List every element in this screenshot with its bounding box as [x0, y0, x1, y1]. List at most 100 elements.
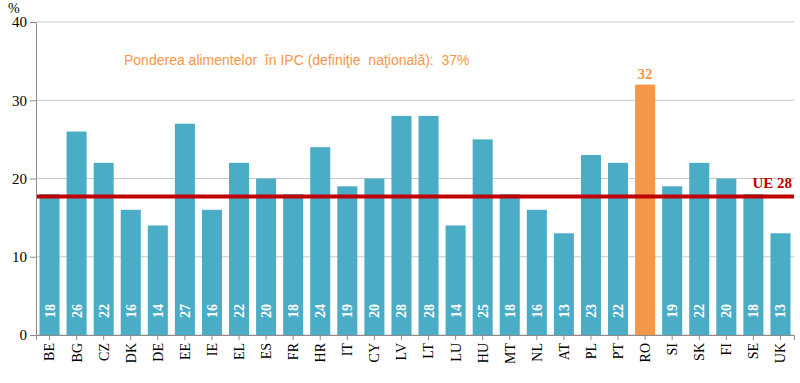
- x-tick-mark: [428, 335, 429, 340]
- x-tick-mark: [563, 335, 564, 340]
- x-axis: BEBGCZDKDEEEIEELESFRHRITCYLVLTLUHUMTNLAT…: [37, 335, 795, 364]
- data-label: 25: [476, 304, 491, 318]
- x-tick: CZ: [97, 335, 112, 361]
- data-label: 23: [584, 304, 599, 318]
- data-label: 22: [611, 304, 626, 318]
- grid-line: [36, 178, 794, 179]
- x-tick-mark: [293, 335, 294, 340]
- x-tick-label: IT: [340, 343, 355, 357]
- data-label: 18: [503, 304, 518, 318]
- x-tick-label: NL: [530, 343, 545, 362]
- data-label: 19: [665, 304, 680, 318]
- x-tick-label: BE: [42, 343, 57, 361]
- bar: [337, 186, 357, 335]
- x-tick-mark: [374, 335, 375, 340]
- x-tick-label: ES: [259, 343, 274, 359]
- x-axis-line: [37, 336, 795, 341]
- x-tick: EE: [178, 335, 193, 360]
- data-label: 22: [692, 304, 707, 318]
- x-tick-mark: [103, 335, 104, 340]
- x-tick-label: CZ: [97, 343, 112, 361]
- x-tick-mark: [157, 335, 158, 340]
- x-tick-mark: [618, 335, 619, 340]
- reference-line: [36, 194, 794, 198]
- x-tick-label: SK: [692, 343, 707, 361]
- reference-label: UE 28: [752, 175, 792, 191]
- x-tick-mark: [645, 335, 646, 340]
- y-tick: 20: [12, 171, 36, 187]
- x-tick-label: EE: [178, 343, 193, 360]
- data-label: 14: [449, 304, 464, 318]
- x-tick-label: MT: [503, 343, 518, 364]
- y-tick-mark: [30, 100, 36, 101]
- y-tick-mark: [30, 257, 36, 258]
- x-tick-label: AT: [557, 343, 572, 361]
- x-tick-mark: [211, 335, 212, 340]
- x-tick: HU: [476, 335, 491, 363]
- x-tick: LT: [421, 335, 436, 359]
- grid-line: [36, 22, 794, 23]
- x-tick-label: PL: [584, 343, 599, 359]
- x-tick: PL: [584, 335, 599, 359]
- data-label: 19: [340, 304, 355, 318]
- y-axis: 010203040: [12, 14, 37, 343]
- y-tick: 10: [12, 249, 36, 265]
- data-label: 24: [313, 304, 328, 318]
- data-label: 18: [286, 304, 301, 318]
- data-label: 28: [394, 304, 409, 318]
- x-tick: FR: [286, 335, 301, 360]
- y-axis-title: %: [8, 1, 20, 16]
- x-tick-mark: [753, 335, 754, 340]
- data-label: 20: [367, 304, 382, 318]
- x-tick-mark: [726, 335, 727, 340]
- x-tick: DK: [124, 335, 139, 363]
- bar: [581, 155, 601, 335]
- x-tick-mark: [455, 335, 456, 340]
- plot: UE 2818262216142716222018241920282814251…: [12, 14, 795, 364]
- bar: [554, 233, 574, 335]
- x-tick-label: LV: [394, 343, 409, 360]
- data-label: 16: [124, 304, 139, 318]
- x-tick-label: FR: [286, 342, 301, 360]
- x-tick: CY: [367, 335, 382, 362]
- x-tick-mark: [780, 335, 781, 340]
- x-tick: IT: [340, 335, 355, 356]
- x-tick: PT: [611, 335, 626, 359]
- x-tick: FI: [719, 335, 734, 355]
- x-tick: SK: [692, 335, 707, 361]
- data-label: 16: [205, 304, 220, 318]
- data-label: 32: [638, 66, 653, 82]
- x-tick-label: CY: [367, 343, 382, 362]
- x-tick-mark: [699, 335, 700, 340]
- data-label: 13: [773, 304, 788, 318]
- x-tick: ES: [259, 335, 274, 359]
- x-tick-mark: [347, 335, 348, 340]
- x-tick: SI: [665, 335, 680, 355]
- data-label: 18: [43, 304, 58, 318]
- x-tick-label: LT: [421, 343, 436, 359]
- x-tick-label: UK: [773, 343, 788, 363]
- bar: [500, 194, 520, 335]
- data-label: 14: [151, 304, 166, 318]
- data-label: 20: [719, 304, 734, 318]
- x-tick-label: FI: [719, 343, 734, 356]
- bar: [419, 116, 439, 335]
- x-tick: BG: [70, 335, 85, 362]
- data-label: 13: [557, 304, 572, 318]
- x-tick-mark: [672, 335, 673, 340]
- chart: UE 2818262216142716222018241920282814251…: [0, 0, 800, 383]
- y-tick-label: 10: [12, 249, 27, 265]
- y-tick-mark: [30, 179, 36, 180]
- data-label: 20: [259, 304, 274, 318]
- data-label: 28: [422, 304, 437, 318]
- bar: [391, 116, 411, 335]
- bar: [40, 194, 60, 335]
- x-tick: LV: [394, 335, 409, 360]
- y-tick-label: 0: [20, 327, 28, 343]
- x-tick-label: BG: [70, 343, 85, 362]
- x-tick-mark: [482, 335, 483, 340]
- x-tick-mark: [590, 335, 591, 340]
- data-label: 22: [97, 304, 112, 318]
- grid-line: [36, 100, 794, 101]
- x-tick: BE: [42, 335, 57, 361]
